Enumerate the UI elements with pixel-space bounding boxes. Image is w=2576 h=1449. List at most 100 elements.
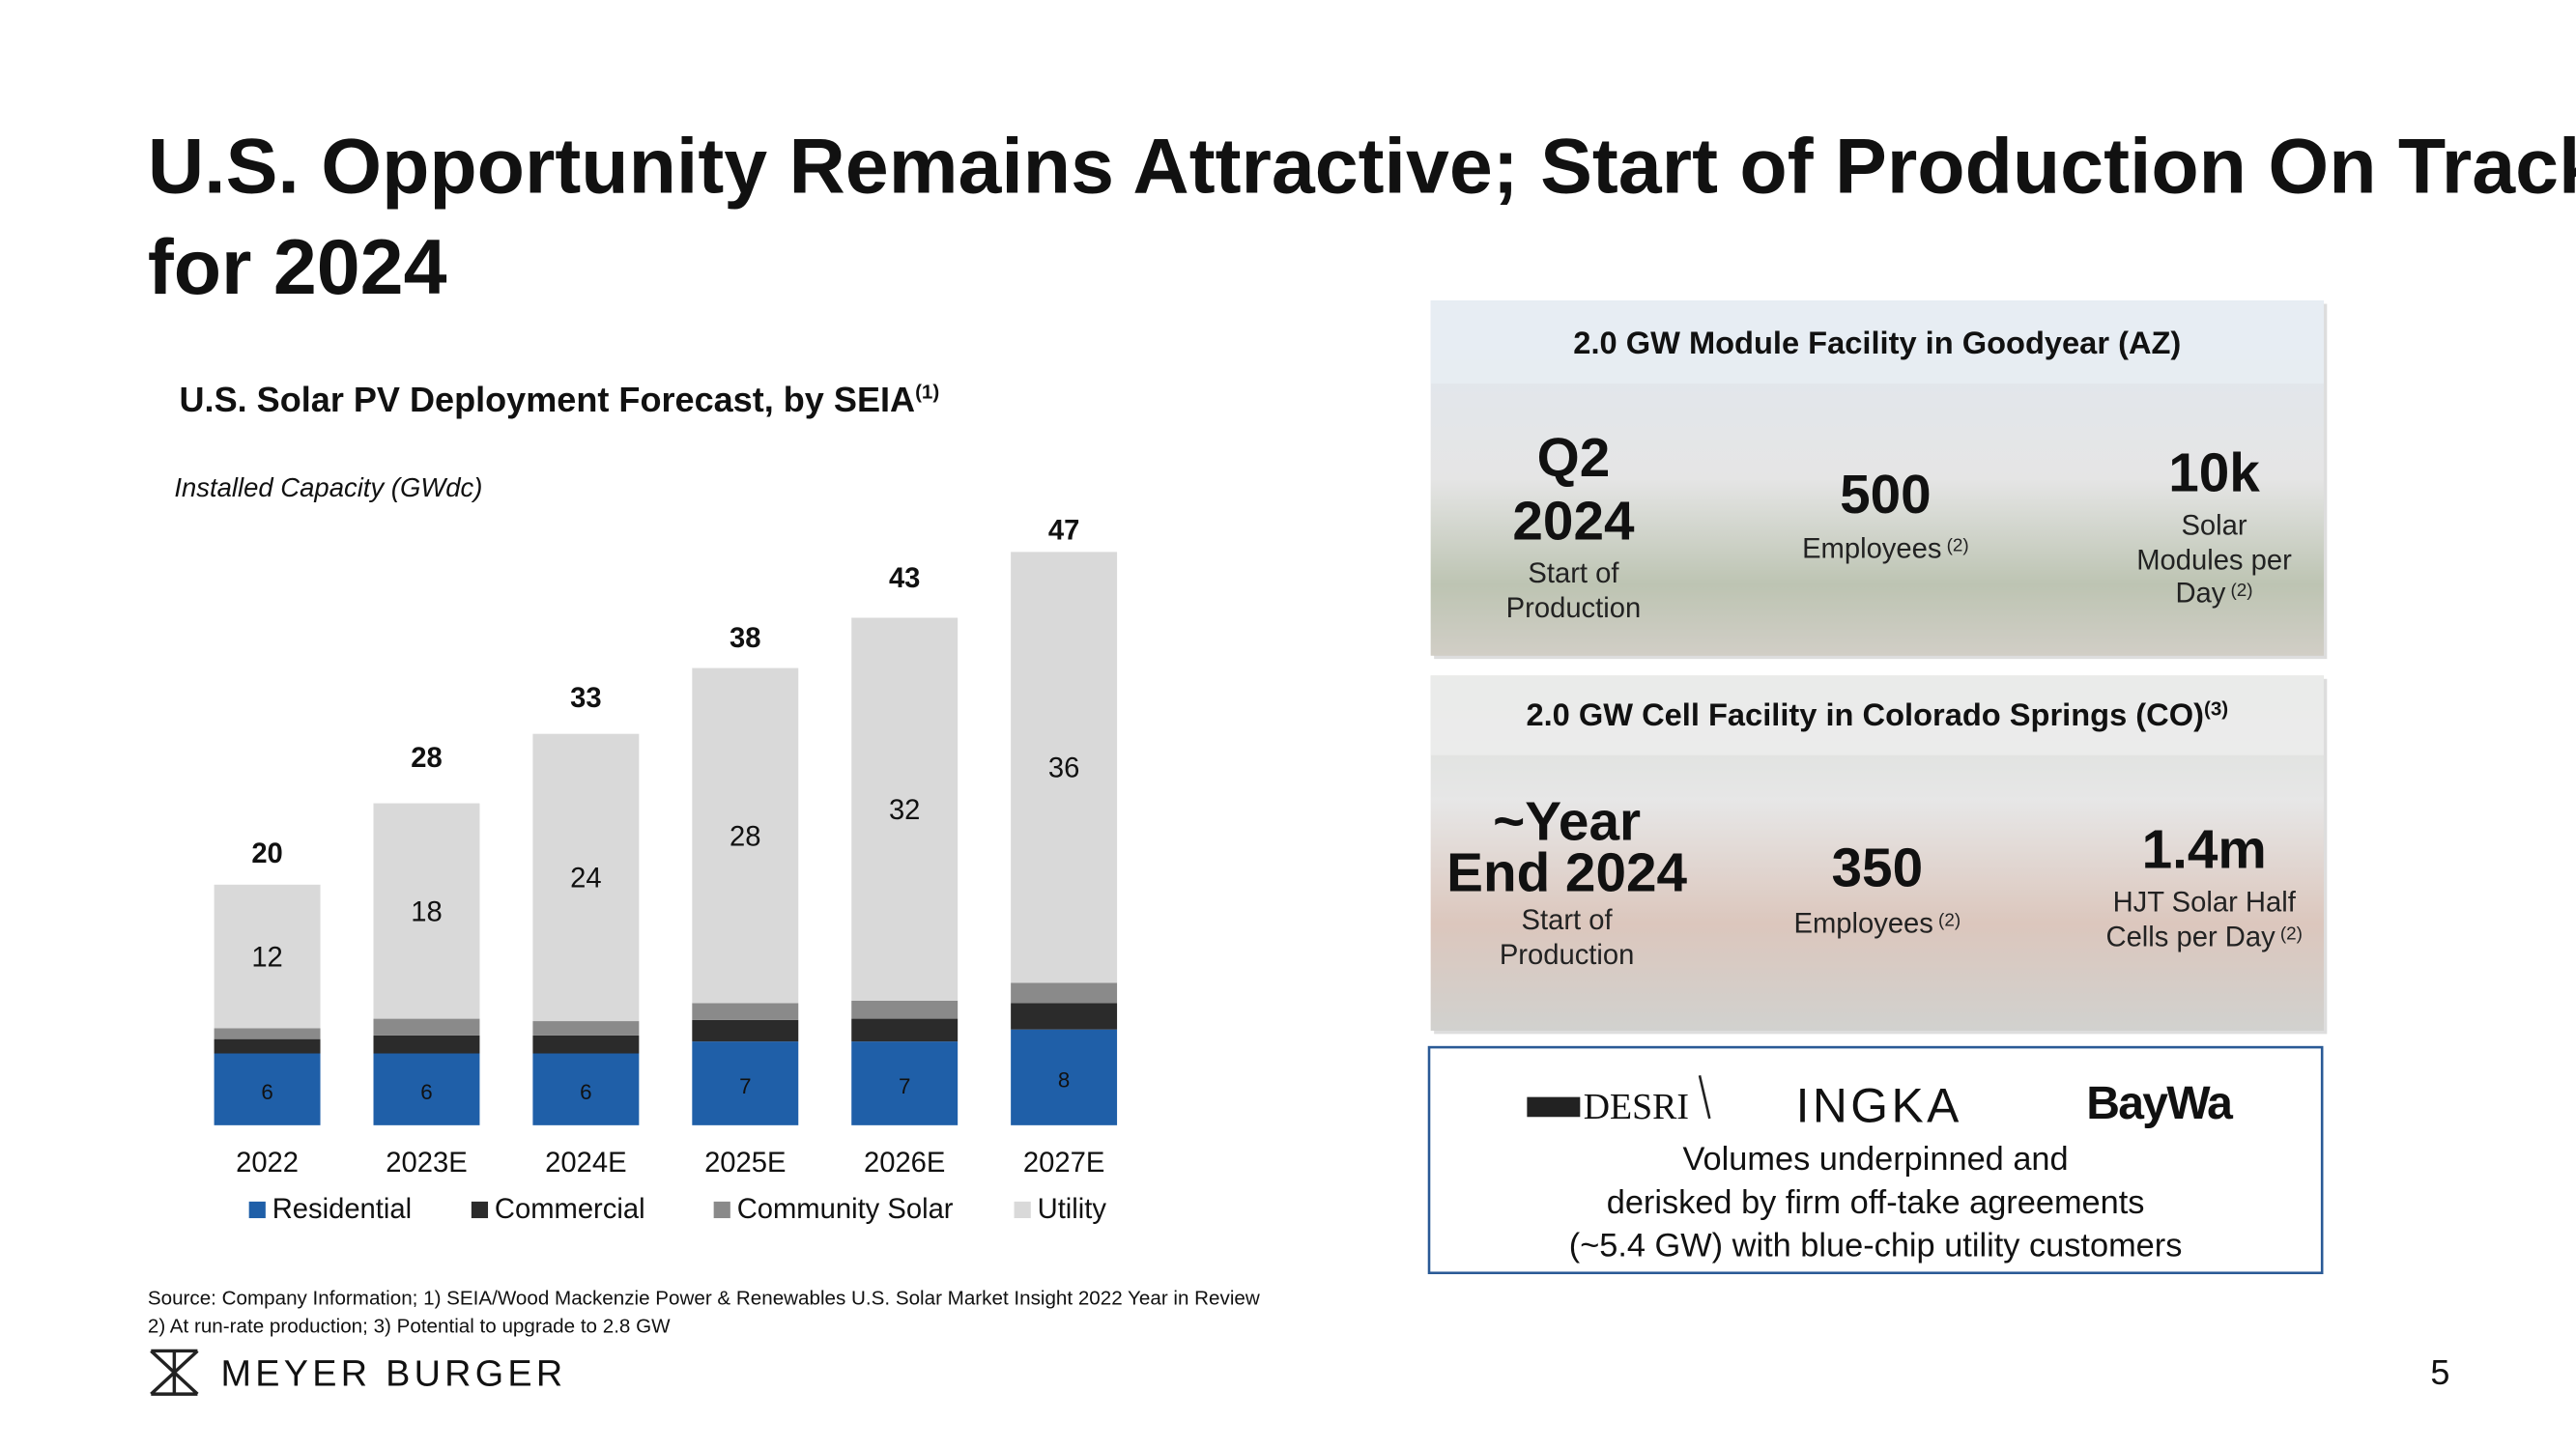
data-label: 7	[899, 1074, 910, 1098]
facility-panel: 2.0 GW Module Facility in Goodyear (AZ) …	[1430, 300, 2328, 660]
panel-header	[1430, 675, 2324, 755]
stat-value: End 2024	[1446, 843, 1687, 904]
bar-segment	[214, 1028, 321, 1039]
data-label: 7	[739, 1074, 751, 1098]
stat-label: Production	[1506, 593, 1642, 624]
bar-segment	[692, 1041, 799, 1125]
data-label: 32	[889, 795, 920, 826]
panel-title: 2.0 GW Module Facility in Goodyear (AZ)	[1573, 325, 2181, 360]
chart-title: U.S. Solar PV Deployment Forecast, by SE…	[180, 380, 940, 419]
stat-value: Q2	[1537, 428, 1611, 489]
bar-segment	[214, 1053, 321, 1125]
x-tick-label: 2022	[236, 1148, 299, 1179]
data-label: 18	[411, 896, 442, 927]
stat-label: Employees (2)	[1802, 533, 1969, 564]
stat-note: (2)	[1938, 911, 1961, 931]
stat-value: 10k	[2168, 443, 2260, 504]
bar-segment	[214, 1038, 321, 1054]
logo-turbine	[1698, 1075, 1711, 1120]
offtake-text: derisked by firm off-take agreements	[1607, 1184, 2145, 1221]
stat-value: 1.4m	[2142, 820, 2267, 881]
bar-segment	[214, 884, 321, 1029]
stat-label: Employees (2)	[1794, 909, 1961, 940]
bar-segment	[1011, 552, 1118, 983]
chart: U.S. Solar PV Deployment Forecast, by SE…	[174, 380, 939, 502]
stat-label: Cells per Day (2)	[2106, 922, 2303, 952]
data-label: 6	[580, 1080, 591, 1104]
footnote: Source: Company Information; 1) SEIA/Woo…	[148, 1287, 1260, 1309]
page-number: 5	[2430, 1352, 2449, 1392]
bar-segment	[1011, 982, 1118, 1004]
legend-label: Community Solar	[737, 1194, 954, 1225]
offtake-text: Volumes underpinned and	[1683, 1141, 2069, 1178]
x-tick-label: 2026E	[864, 1148, 945, 1179]
bar-segment	[851, 617, 959, 1001]
stat-label: Start of	[1528, 558, 1619, 589]
chart-subtitle: Installed Capacity (GWdc)	[174, 472, 482, 502]
chart-title-text: U.S. Solar PV Deployment Forecast, by SE…	[180, 380, 916, 419]
legend-swatch	[248, 1201, 266, 1219]
stat-value: 2024	[1512, 491, 1635, 552]
stat-label: HJT Solar Half	[2113, 887, 2297, 918]
data-label: 24	[570, 864, 601, 895]
bar-segment	[851, 1018, 959, 1042]
panel-title-note: (3)	[2204, 698, 2228, 721]
data-label: 36	[1048, 753, 1079, 784]
legend-swatch	[1014, 1201, 1031, 1219]
total-label: 43	[889, 563, 920, 594]
data-label: 6	[261, 1080, 272, 1104]
total-label: 47	[1048, 515, 1079, 546]
stat-value: 500	[1840, 465, 1932, 526]
legend-label: Commercial	[495, 1194, 645, 1225]
stat-label-text: Employees	[1802, 533, 1941, 564]
panel-title: 2.0 GW Cell Facility in Colorado Springs…	[1526, 696, 2228, 732]
stat-label-text: Employees	[1794, 909, 1933, 940]
stat-label-text: Cells per Day	[2106, 922, 2276, 952]
bar-segment	[373, 1053, 480, 1125]
data-label: 12	[251, 942, 282, 973]
partner-logo: INGKA	[1796, 1078, 1962, 1132]
stat-label: Solar	[2181, 510, 2247, 541]
x-tick-label: 2023E	[386, 1148, 467, 1179]
stat-value: 350	[1832, 838, 1924, 898]
facility-panel: 2.0 GW Cell Facility in Colorado Springs…	[1430, 675, 2328, 1035]
offtake-text: (~5.4 GW) with blue-chip utility custome…	[1569, 1228, 2183, 1264]
bar-segment	[1011, 1003, 1118, 1030]
data-label: 28	[730, 821, 760, 852]
total-label: 28	[411, 743, 442, 774]
stat-note: (2)	[1947, 535, 1969, 555]
data-label: 8	[1058, 1068, 1070, 1093]
stat-label: Production	[1500, 940, 1635, 971]
logo-mark	[150, 1349, 199, 1396]
offtake-box: DESRI INGKA BayWa Volumes underpinned an…	[1427, 1045, 2324, 1275]
bar-segment	[692, 1003, 799, 1020]
stat-value: ~Year	[1493, 791, 1641, 852]
partner-logo: DESRI	[1584, 1087, 1689, 1127]
stat-note: (2)	[2280, 923, 2303, 944]
desri-mark	[1527, 1075, 1711, 1120]
bar-segment	[532, 1053, 640, 1125]
bar-segment	[532, 1021, 640, 1036]
stat-label-text: Day	[2175, 579, 2225, 610]
offtake-frame	[1427, 1045, 2324, 1275]
footnote: 2) At run-rate production; 3) Potential …	[148, 1316, 671, 1338]
total-label: 38	[730, 623, 760, 654]
x-tick-label: 2025E	[704, 1148, 786, 1179]
panel-title-text: 2.0 GW Cell Facility in Colorado Springs…	[1526, 696, 2204, 732]
bar-segment	[532, 1035, 640, 1054]
chart-title-note: (1)	[915, 381, 939, 403]
stat-label: Start of	[1522, 905, 1614, 936]
total-label: 33	[570, 683, 601, 714]
legend-label: Utility	[1038, 1194, 1107, 1225]
legend-swatch	[713, 1201, 730, 1219]
bar-segment	[373, 1018, 480, 1036]
legend-label: Residential	[272, 1194, 412, 1225]
x-tick-label: 2027E	[1023, 1148, 1104, 1179]
company-name: MEYER BURGER	[220, 1354, 566, 1395]
logo-bar	[1527, 1096, 1581, 1118]
stat-label: Day (2)	[2175, 579, 2252, 610]
bar-segment	[1011, 1029, 1118, 1125]
stat-note: (2)	[2231, 581, 2253, 601]
stat-label: Modules per	[2136, 545, 2292, 576]
